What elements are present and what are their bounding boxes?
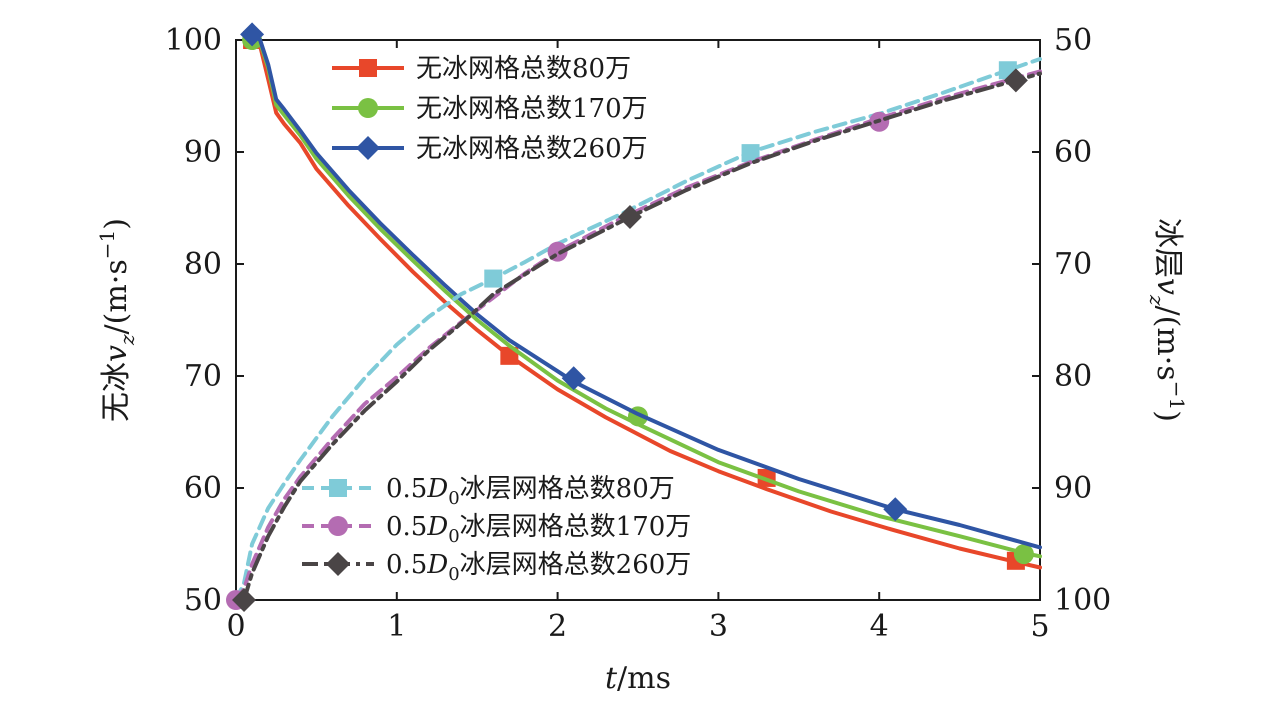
plot-frame [235, 39, 1041, 601]
left-axis-close: ) [99, 218, 134, 230]
series-marker [1003, 68, 1028, 93]
left-axis-sup: −1 [95, 230, 119, 259]
right-axis-unit: /(m·s [1150, 306, 1185, 381]
x-tick-label: 0 [226, 609, 245, 644]
legend-label: 无冰网格总数80万 [416, 54, 631, 84]
legend-label: 无冰网格总数260万 [416, 134, 648, 164]
x-axis-title: t/ms [605, 661, 671, 696]
legend-label: 0.5D0冰层网格总数170万 [386, 512, 691, 547]
series-marker [1013, 544, 1034, 565]
legend-label: 无冰网格总数170万 [416, 94, 648, 124]
right-y-tick-label: 70 [1054, 247, 1092, 282]
right-y-tick-label: 80 [1054, 359, 1092, 394]
right-y-tick-label: 50 [1054, 23, 1092, 58]
series-line [234, 57, 1042, 602]
right-axis-title: 冰层vz/(m·s−1) [1145, 218, 1189, 422]
legend-swatch-marker [328, 516, 348, 536]
series-6 [232, 68, 1042, 612]
legend-label: 0.5D0冰层网格总数80万 [386, 474, 675, 509]
x-tick-label: 1 [387, 609, 406, 644]
left-y-tick-label: 80 [184, 247, 222, 282]
legend-entry: 0.5D0冰层网格总数260万 [302, 550, 691, 585]
left-y-tick-label: 60 [184, 471, 222, 506]
legend-swatch-marker [358, 98, 378, 118]
legend-entry: 无冰网格总数260万 [332, 134, 648, 164]
left-y-axis: 50 60 70 80 90 100 [165, 23, 244, 618]
series-marker [617, 204, 642, 229]
series-3 [240, 22, 1042, 550]
series-line [250, 33, 1042, 559]
legend-swatch-marker [326, 552, 350, 576]
series-marker [561, 366, 586, 391]
legend-bottom: 0.5D0冰层网格总数80万0.5D0冰层网格总数170万0.5D0冰层网格总数… [302, 474, 691, 585]
legend-swatch-marker [359, 59, 377, 77]
left-y-tick-label: 90 [184, 135, 222, 170]
series-marker [883, 497, 908, 522]
x-tick-label: 3 [709, 609, 728, 644]
series-layer [226, 22, 1042, 612]
left-axis-sub: z [115, 334, 139, 346]
x-tick-label: 5 [1030, 609, 1049, 644]
series-line [250, 34, 1042, 570]
left-y-tick-label: 70 [184, 359, 222, 394]
right-y-axis: 100 90 80 70 60 50 [1032, 23, 1111, 618]
right-y-tick-label: 90 [1054, 471, 1092, 506]
legend-label: 0.5D0冰层网格总数260万 [386, 550, 691, 585]
right-y-tick-label: 100 [1054, 583, 1111, 618]
left-axis-unit: /(m·s [99, 259, 134, 334]
series-marker [240, 22, 265, 47]
x-axis-unit: /ms [617, 661, 671, 696]
x-tick-label: 4 [870, 609, 889, 644]
left-y-tick-label: 50 [184, 583, 222, 618]
series-marker [741, 144, 760, 163]
right-axis-prefix: 冰层 [1150, 218, 1185, 278]
right-axis-sub: z [1145, 294, 1169, 306]
right-axis-close: ) [1150, 410, 1185, 422]
left-y-tick-label: 100 [165, 23, 222, 58]
x-axis: 0 1 2 3 4 5 [226, 40, 1050, 644]
series-marker [232, 588, 257, 612]
series-marker [484, 269, 503, 288]
x-tick-label: 2 [548, 609, 567, 644]
left-axis-title: 无冰vz/(m·s−1) [95, 218, 139, 422]
right-y-tick-label: 60 [1054, 135, 1092, 170]
legend-entry: 无冰网格总数170万 [332, 94, 648, 124]
legend-swatch-marker [356, 136, 380, 160]
legend-entry: 无冰网格总数80万 [332, 54, 631, 84]
legend-entry: 0.5D0冰层网格总数80万 [302, 474, 675, 509]
legend-swatch-marker [329, 479, 347, 497]
legend-entry: 0.5D0冰层网格总数170万 [302, 512, 691, 547]
series-line [250, 31, 1042, 550]
left-axis-prefix: 无冰 [99, 362, 134, 422]
left-axis-var: v [99, 345, 134, 362]
series-line [242, 71, 1042, 602]
right-axis-var: v [1150, 278, 1185, 295]
right-axis-sup: −1 [1165, 381, 1189, 410]
x-axis-var: t [605, 661, 618, 696]
